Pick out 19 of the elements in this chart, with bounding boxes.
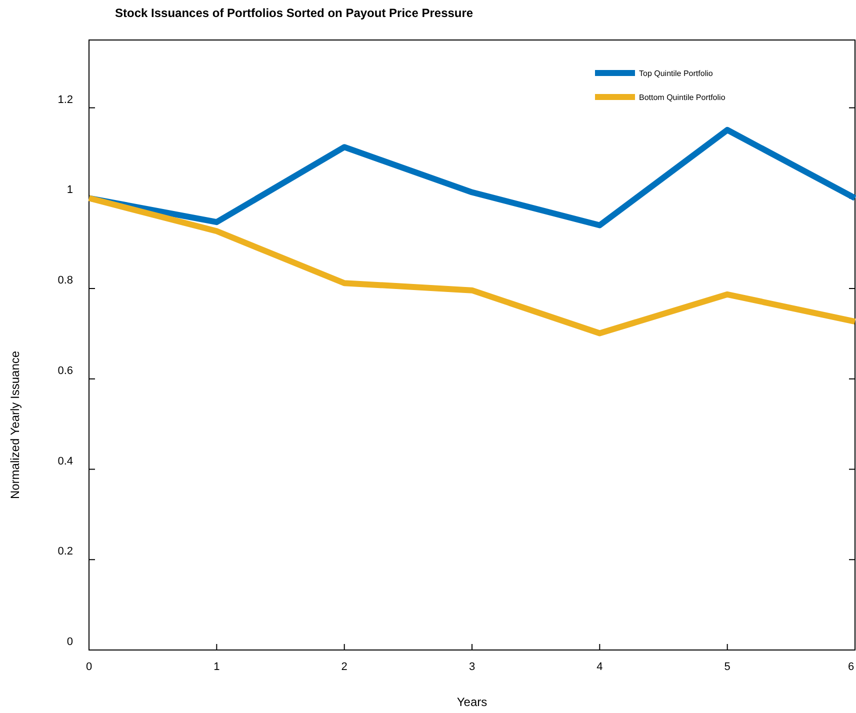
y-axis-title: Normalized Yearly Issuance [8, 350, 22, 500]
y-tick-label: 0.2 [58, 546, 73, 558]
chart-title: Stock Issuances of Portfolios Sorted on Payout Price Pressure [115, 6, 474, 20]
y-tick-label: 0.6 [58, 364, 73, 377]
x-tick-label: 1 [214, 661, 220, 673]
y-tick-label: 1 [66, 184, 73, 196]
x-tick-label: 4 [596, 661, 603, 673]
y-tick-label: 0.4 [58, 455, 73, 468]
y-tick-label: 1.2 [58, 94, 73, 106]
x-tick-label: 0 [86, 661, 92, 673]
x-tick-label: 5 [724, 661, 730, 673]
x-tick-label: 3 [468, 661, 476, 673]
x-tick-label: 6 [848, 661, 854, 673]
legend-label: Top Quintile Portfolio [639, 69, 714, 78]
x-axis-title: Years [456, 695, 488, 709]
y-tick-label: 0 [66, 636, 73, 648]
legend-label: Bottom Quintile Portfolio [639, 93, 726, 102]
x-tick-label: 2 [341, 661, 348, 673]
y-tick-label: 0.8 [58, 274, 73, 287]
